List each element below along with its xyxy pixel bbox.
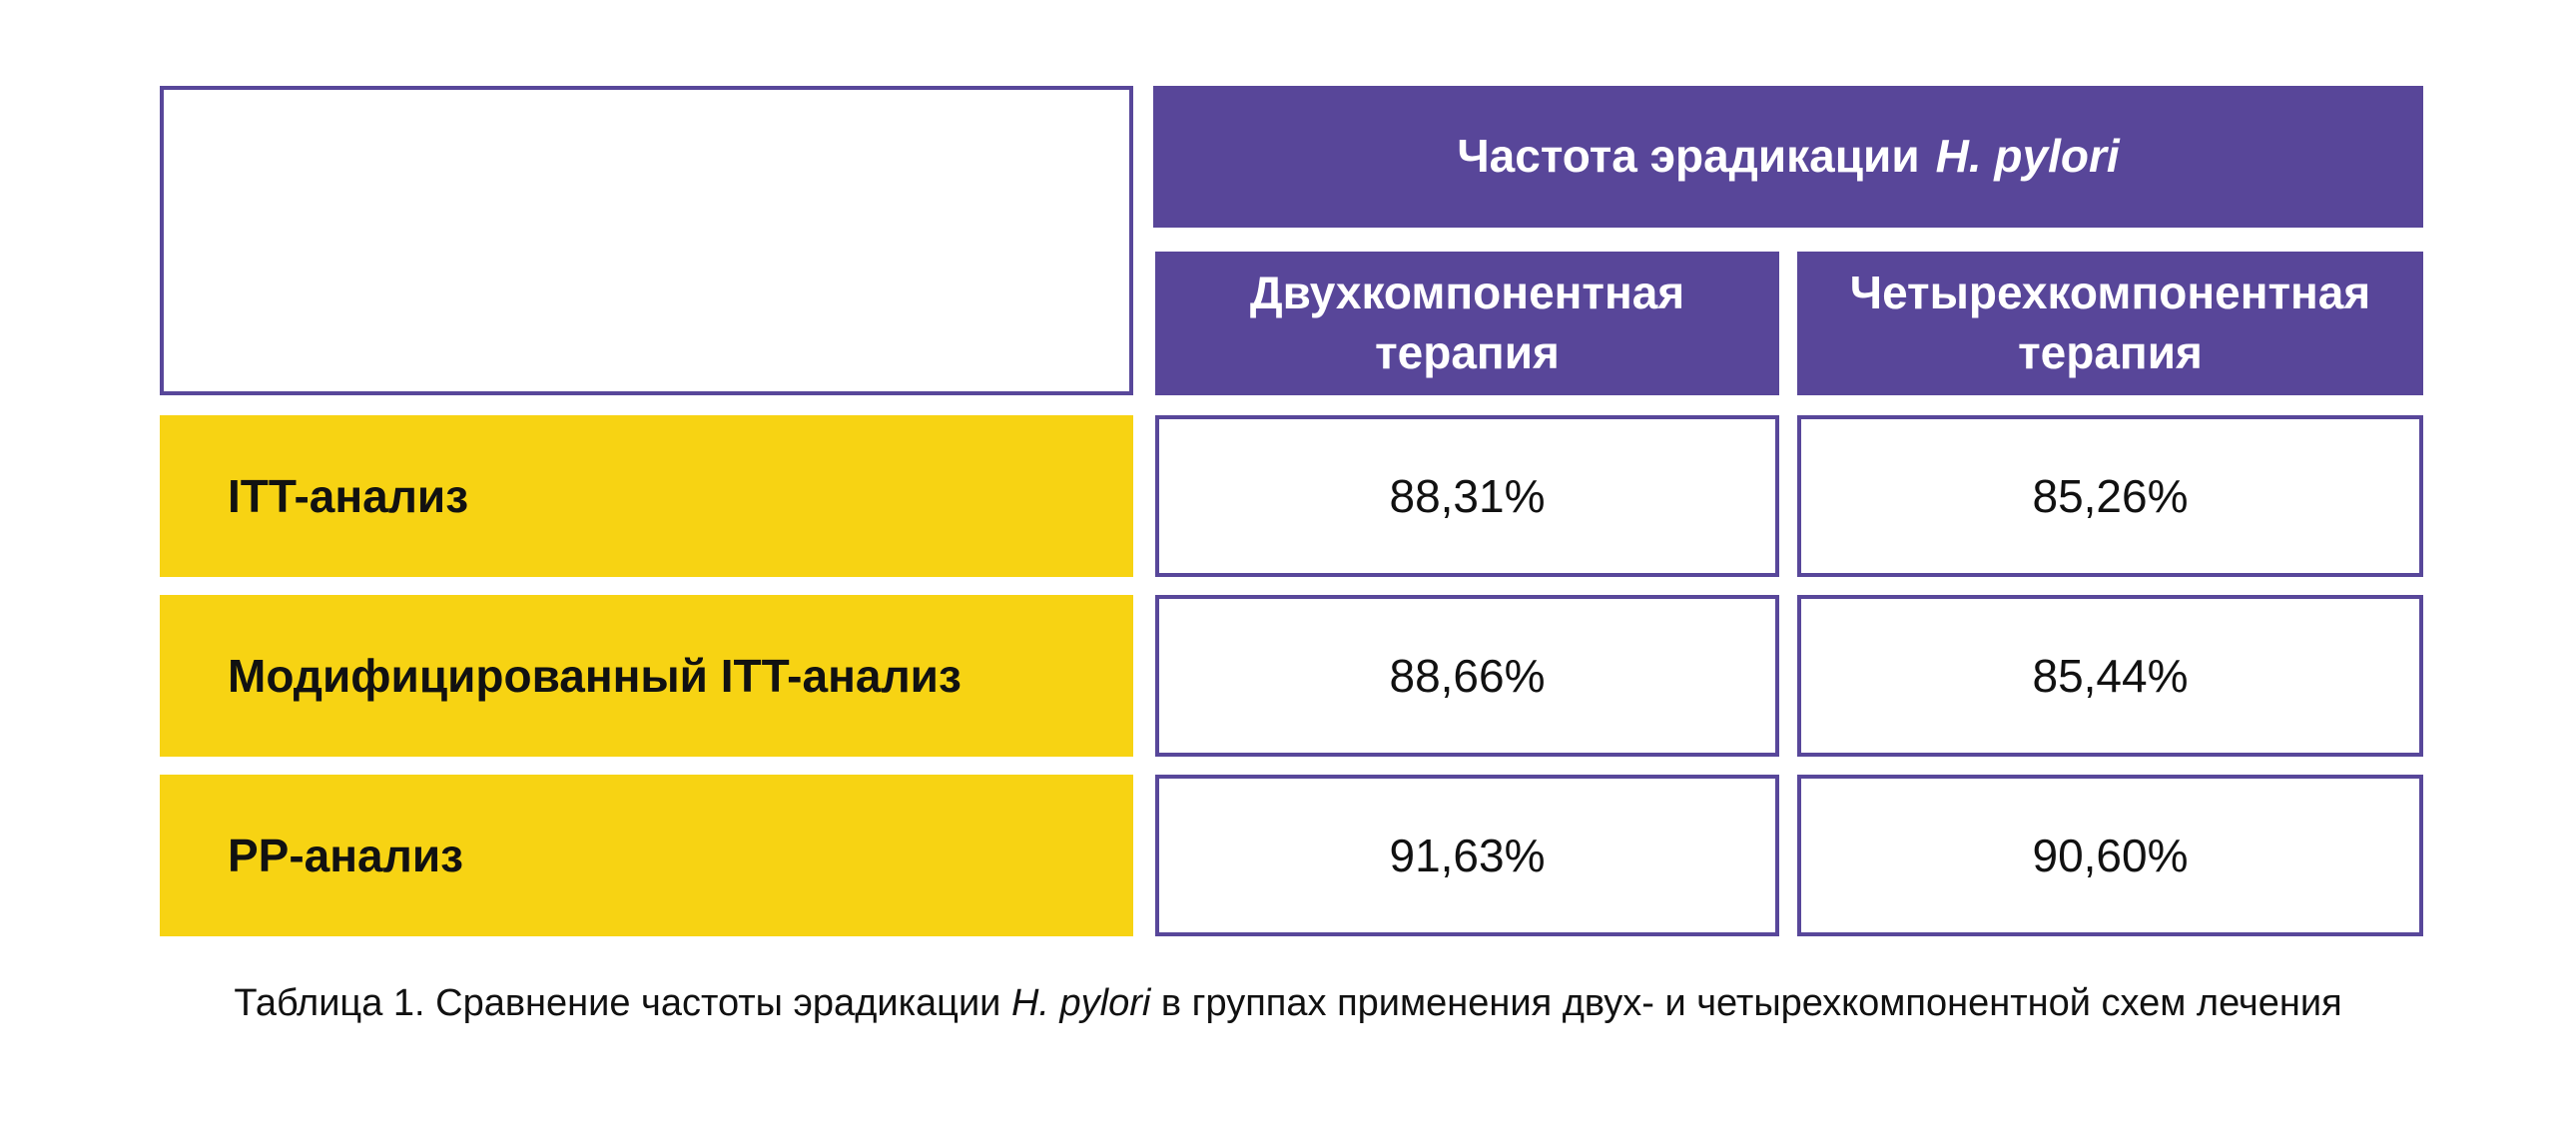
header-main-italic: H. pylori: [1935, 130, 2120, 183]
value-modified-itt-quad: 85,44%: [1797, 595, 2423, 757]
value-pp-quad: 90,60%: [1797, 775, 2423, 936]
header-eradication-rate: Частота эрадикации H. pylori: [1153, 86, 2423, 228]
table-caption: Таблица 1. Сравнение частоты эрадикации …: [0, 982, 2576, 1025]
empty-corner-cell: [160, 86, 1133, 395]
caption-italic: H. pylori: [1010, 982, 1151, 1024]
caption-prefix: Таблица 1. Сравнение частоты эрадикации: [234, 982, 1001, 1024]
value-pp-dual: 91,63%: [1155, 775, 1779, 936]
row-label-pp: PP-анализ: [160, 775, 1133, 936]
row-label-modified-itt: Модифицированный ITT-анализ: [160, 595, 1133, 757]
caption-suffix: в группах применения двух- и четырехкомп…: [1160, 982, 2342, 1024]
value-modified-itt-dual: 88,66%: [1155, 595, 1779, 757]
header-main-text: Частота эрадикации: [1457, 130, 1920, 183]
value-itt-dual: 88,31%: [1155, 415, 1779, 577]
value-itt-quad: 85,26%: [1797, 415, 2423, 577]
column-header-quad-therapy: Четырехкомпонентная терапия: [1797, 252, 2423, 395]
column-header-dual-therapy: Двухкомпонентная терапия: [1155, 252, 1779, 395]
row-label-itt: ITT-анализ: [160, 415, 1133, 577]
